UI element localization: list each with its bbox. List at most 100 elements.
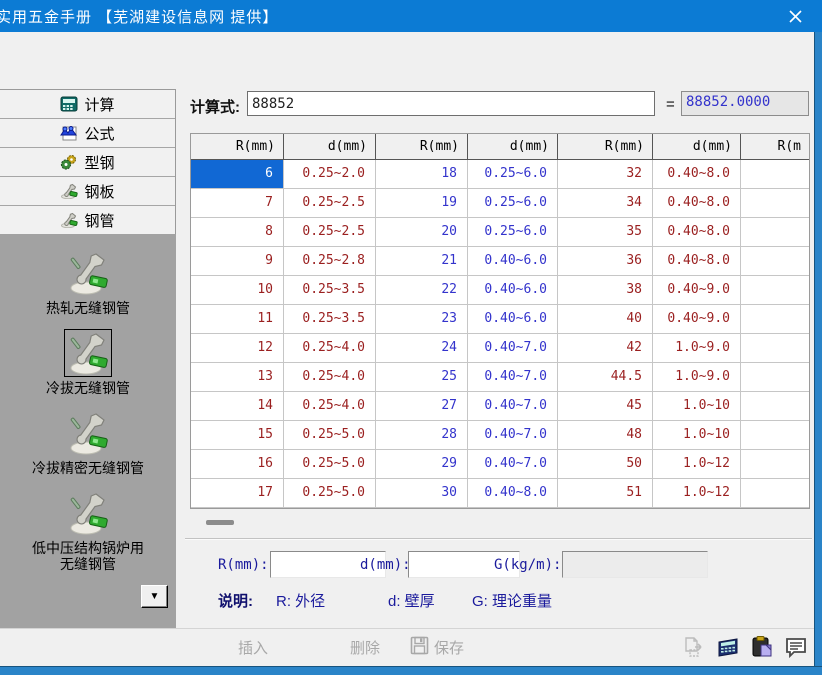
save-button[interactable]: 保存 [410, 636, 464, 659]
table-cell[interactable]: 0.40~6.0 [468, 247, 558, 276]
table-cell[interactable]: 27 [376, 392, 468, 421]
table-cell[interactable]: 24 [376, 334, 468, 363]
table-cell[interactable]: 0.40~8.0 [653, 189, 741, 218]
table-header-cell[interactable]: R(mm) [191, 134, 284, 159]
insert-button[interactable]: 插入 [238, 637, 268, 658]
table-cell[interactable] [741, 479, 809, 508]
table-cell[interactable] [741, 334, 809, 363]
table-cell[interactable]: 0.25~5.0 [284, 421, 376, 450]
table-cell[interactable]: 22 [376, 276, 468, 305]
table-header-cell[interactable]: d(mm) [653, 134, 741, 159]
table-cell[interactable]: 0.25~4.0 [284, 363, 376, 392]
table-cell[interactable]: 16 [191, 450, 284, 479]
close-button[interactable] [776, 3, 814, 29]
table-cell[interactable]: 38 [558, 276, 653, 305]
table-cell[interactable]: 0.25~4.0 [284, 334, 376, 363]
table-cell[interactable]: 0.40~9.0 [653, 276, 741, 305]
pipe-list-dropdown-button[interactable]: ▼ [141, 585, 168, 608]
table-cell[interactable]: 0.25~6.0 [468, 189, 558, 218]
table-cell[interactable] [741, 305, 809, 334]
horizontal-scrollbar-thumb[interactable] [206, 520, 234, 525]
table-cell[interactable]: 50 [558, 450, 653, 479]
table-cell[interactable]: 13 [191, 363, 284, 392]
table-cell[interactable]: 0.25~4.0 [284, 392, 376, 421]
sidebar-item-calc[interactable]: 计算 [0, 90, 175, 119]
table-cell[interactable]: 1.0~10 [653, 421, 741, 450]
d-input[interactable] [408, 551, 520, 578]
table-cell[interactable] [741, 363, 809, 392]
table-cell[interactable]: 0.25~5.0 [284, 450, 376, 479]
table-cell[interactable]: 7 [191, 189, 284, 218]
clipboard-paste-icon[interactable] [750, 635, 774, 659]
sidebar-item-steel-pipe[interactable]: 钢管 [0, 206, 175, 235]
table-cell[interactable]: 1.0~9.0 [653, 334, 741, 363]
comment-icon[interactable] [784, 635, 808, 659]
table-cell[interactable] [741, 218, 809, 247]
table-cell[interactable]: 44.5 [558, 363, 653, 392]
table-cell[interactable]: 1.0~12 [653, 479, 741, 508]
r-input[interactable] [270, 551, 386, 578]
calculator-tool-icon[interactable] [716, 635, 740, 659]
table-cell[interactable]: 1.0~12 [653, 450, 741, 479]
table-cell[interactable]: 0.25~2.8 [284, 247, 376, 276]
table-cell[interactable]: 30 [376, 479, 468, 508]
table-cell[interactable]: 35 [558, 218, 653, 247]
table-cell[interactable]: 9 [191, 247, 284, 276]
table-cell[interactable]: 1.0~10 [653, 392, 741, 421]
table-cell[interactable]: 0.40~7.0 [468, 363, 558, 392]
table-header-cell[interactable]: R(mm) [376, 134, 468, 159]
table-cell[interactable]: 51 [558, 479, 653, 508]
table-cell[interactable]: 0.40~7.0 [468, 450, 558, 479]
table-cell[interactable]: 19 [376, 189, 468, 218]
table-header-cell[interactable]: R(mm) [558, 134, 653, 159]
table-cell[interactable]: 32 [558, 160, 653, 189]
table-cell[interactable]: 11 [191, 305, 284, 334]
table-cell[interactable]: 0.40~8.0 [653, 160, 741, 189]
table-cell[interactable]: 29 [376, 450, 468, 479]
table-cell[interactable] [741, 392, 809, 421]
table-cell[interactable]: 0.40~6.0 [468, 276, 558, 305]
table-cell[interactable] [741, 421, 809, 450]
table-cell[interactable]: 0.40~7.0 [468, 392, 558, 421]
table-cell[interactable]: 10 [191, 276, 284, 305]
sidebar-item-steel-plate[interactable]: 钢板 [0, 177, 175, 206]
table-header-cell[interactable]: R(m [777, 139, 801, 154]
table-cell[interactable] [741, 160, 809, 189]
table-cell[interactable]: 45 [558, 392, 653, 421]
table-cell[interactable]: 12 [191, 334, 284, 363]
table-cell[interactable]: 1.0~9.0 [653, 363, 741, 392]
table-cell[interactable]: 0.25~2.5 [284, 189, 376, 218]
table-cell[interactable]: 17 [191, 479, 284, 508]
table-cell[interactable]: 0.40~7.0 [468, 334, 558, 363]
table-cell[interactable] [741, 247, 809, 276]
table-cell[interactable]: 0.25~3.5 [284, 276, 376, 305]
table-header-cell[interactable]: d(mm) [284, 134, 376, 159]
table-cell[interactable]: 0.40~6.0 [468, 305, 558, 334]
table-cell[interactable]: 23 [376, 305, 468, 334]
table-cell[interactable]: 36 [558, 247, 653, 276]
pipe-type-cold-drawn[interactable]: 冷拔无缝钢管 [0, 329, 176, 396]
table-cell[interactable]: 0.40~9.0 [653, 305, 741, 334]
pipe-type-boiler[interactable]: 低中压结构锅炉用 无缝钢管 [0, 490, 176, 572]
table-cell[interactable]: 14 [191, 392, 284, 421]
formula-input[interactable] [247, 91, 655, 116]
table-cell[interactable]: 48 [558, 421, 653, 450]
table-header-cell[interactable]: d(mm) [468, 134, 558, 159]
table-cell[interactable]: 0.25~3.5 [284, 305, 376, 334]
table-cell[interactable]: 40 [558, 305, 653, 334]
pipe-type-hot-rolled[interactable]: 热轧无缝钢管 [0, 250, 176, 316]
table-cell[interactable] [741, 276, 809, 305]
table-cell[interactable]: 21 [376, 247, 468, 276]
table-cell[interactable]: 25 [376, 363, 468, 392]
table-cell[interactable]: 0.25~6.0 [468, 218, 558, 247]
table-cell[interactable] [741, 189, 809, 218]
pipe-type-cold-drawn-precision[interactable]: 冷拔精密无缝钢管 [0, 410, 176, 476]
table-cell[interactable]: 0.40~7.0 [468, 421, 558, 450]
table-cell[interactable] [741, 450, 809, 479]
table-cell[interactable]: 6 [191, 160, 284, 189]
table-cell[interactable]: 8 [191, 218, 284, 247]
table-cell[interactable]: 0.25~6.0 [468, 160, 558, 189]
table-cell[interactable]: 0.40~8.0 [653, 218, 741, 247]
table-cell[interactable]: 0.25~5.0 [284, 479, 376, 508]
sidebar-item-formula[interactable]: 公式 [0, 119, 175, 148]
